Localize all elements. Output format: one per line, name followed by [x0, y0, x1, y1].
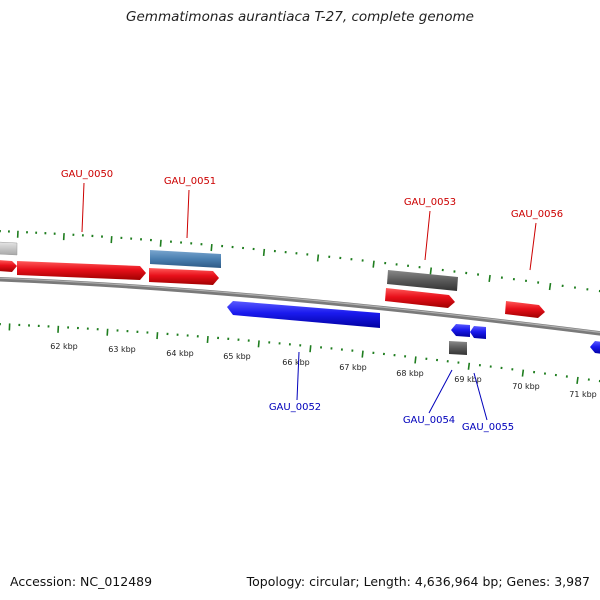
leader-line: [186, 189, 190, 239]
major-tick: [210, 243, 213, 252]
pseudo-gene-small[interactable]: [449, 341, 467, 355]
forward-tick-track: [0, 230, 600, 293]
gene-label-gau-0054[interactable]: GAU_0054: [403, 415, 455, 426]
kbp-label: 65 kbp: [223, 352, 251, 361]
gene-arrow-gau-0052[interactable]: [227, 301, 380, 328]
kbp-label: 64 kbp: [166, 349, 194, 358]
gene-arrow-gau-0055[interactable]: [470, 326, 486, 339]
leader-line: [473, 372, 488, 421]
kbp-label: 67 kbp: [339, 363, 367, 372]
gene-label-gau-0051[interactable]: GAU_0051: [164, 176, 216, 187]
gene-arrow-gau-0054[interactable]: [451, 324, 470, 337]
gene-label-gau-0055[interactable]: GAU_0055: [462, 422, 514, 433]
leader-line: [529, 222, 537, 271]
reverse-tick-track: [0, 323, 600, 384]
gene-box-gau-0051[interactable]: [150, 250, 221, 268]
gene-arrow-gau-0050[interactable]: [17, 261, 146, 280]
major-tick: [521, 369, 525, 377]
major-tick: [257, 340, 260, 348]
kbp-label: 69 kbp: [454, 375, 482, 384]
major-tick: [576, 376, 579, 384]
leader-line: [424, 210, 431, 261]
major-tick: [156, 332, 159, 340]
major-tick: [467, 362, 471, 370]
forward-strand-features: [0, 241, 545, 318]
major-tick: [206, 335, 209, 344]
gene-arrow-gau-0051[interactable]: [149, 268, 219, 285]
gene-label-gau-0056[interactable]: GAU_0056: [511, 209, 563, 220]
leader-line: [296, 351, 300, 401]
reverse-strand-features: [227, 301, 600, 355]
major-tick: [429, 267, 433, 275]
gene-arrow-edge[interactable]: [590, 341, 600, 354]
leader-line: [81, 182, 85, 233]
genome-backbone: [0, 276, 600, 336]
kbp-label: 66 kbp: [282, 358, 310, 367]
genome-summary: Topology: circular; Length: 4,636,964 bp…: [246, 574, 590, 589]
kbp-label: 71 kbp: [569, 390, 597, 399]
major-tick: [316, 254, 320, 262]
rna-feature[interactable]: [0, 241, 18, 256]
genome-title: Gemmatimonas aurantiaca T-27, complete g…: [126, 9, 474, 25]
major-tick: [488, 274, 491, 283]
gene-label-gau-0052[interactable]: GAU_0052: [269, 402, 321, 413]
major-tick: [414, 356, 417, 364]
major-tick: [309, 345, 312, 353]
major-tick: [361, 350, 364, 358]
gene-arrow-gau-0053[interactable]: [385, 288, 455, 308]
gene-labels: GAU_0050 GAU_0051 GAU_0053 GAU_0056 GAU_0052…: [61, 169, 563, 433]
gene-arrow-partial[interactable]: [0, 260, 17, 272]
genome-backbone-highlight: [0, 277, 600, 333]
kbp-label: 68 kbp: [396, 369, 424, 378]
kbp-label: 62 kbp: [50, 342, 78, 351]
major-tick: [262, 248, 266, 256]
leader-line: [428, 369, 453, 414]
gene-label-gau-0050[interactable]: GAU_0050: [61, 169, 113, 180]
major-tick: [548, 282, 552, 291]
kbp-label: 63 kbp: [108, 345, 136, 354]
major-tick: [372, 260, 375, 268]
kbp-label: 70 kbp: [512, 382, 540, 391]
major-tick: [159, 239, 162, 247]
gene-label-gau-0053[interactable]: GAU_0053: [404, 197, 456, 208]
accession-label: Accession: NC_012489: [10, 574, 153, 589]
gene-arrow-gau-0056[interactable]: [505, 301, 545, 318]
pseudo-gene-gau-0053[interactable]: [387, 270, 458, 291]
kbp-labels: 62 kbp 63 kbp 64 kbp 65 kbp 66 kbp 67 kbp 68 k…: [50, 342, 597, 399]
